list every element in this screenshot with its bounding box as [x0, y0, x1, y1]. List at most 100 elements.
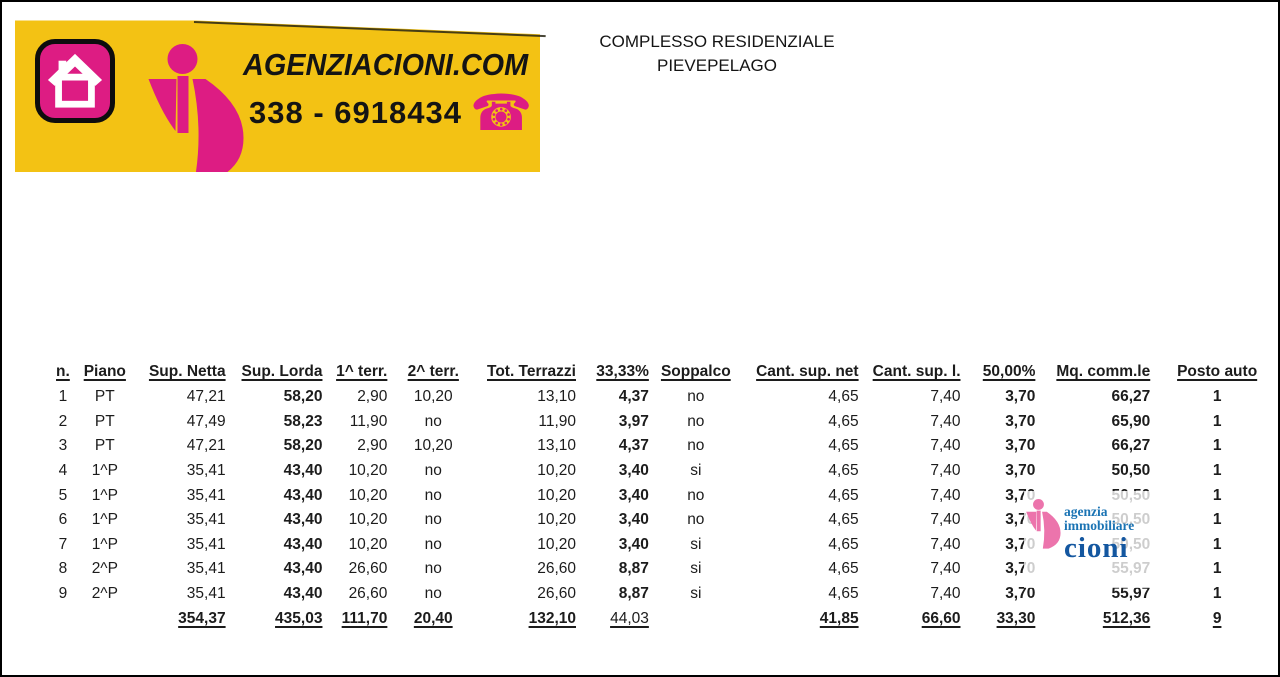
table-row: 5 1^P 35,41 43,40 10,20 no 10,20 3,40 no 4,65 7,40…	[48, 483, 1278, 508]
table-cell: 5	[58, 486, 68, 504]
agency-phone-row: 338 - 6918434 ☎	[249, 88, 532, 138]
table-cell: 7,40	[930, 585, 961, 603]
table-row: 3 PT 47,21 58,20 2,90 10,20 13,10 4,37 no 4,65 7,4…	[48, 434, 1278, 459]
table-cell: 26,60	[537, 585, 576, 603]
table-cell: no	[687, 511, 705, 529]
table-cell: 4,37	[618, 437, 649, 455]
table-cell: 3,70	[1005, 412, 1036, 430]
table-cell: 2,90	[357, 437, 388, 455]
surfaces-table: n. Piano Sup. Netta Sup. Lorda 1^ terr. 2^ te…	[48, 359, 1278, 631]
table-cell: no	[687, 486, 705, 504]
table-cell: 43,40	[283, 486, 323, 504]
table-cell: no	[424, 412, 442, 430]
table-cell: 2	[58, 412, 68, 430]
table-cell: 58,20	[283, 388, 323, 406]
table-cell: 20,40	[413, 609, 453, 627]
table-cell: 10,20	[413, 437, 453, 455]
table-cell: 65,90	[1111, 412, 1151, 430]
column-header: Mq. comm.le	[1056, 363, 1151, 380]
table-cell: 132,10	[528, 609, 576, 627]
table-cell: 1^P	[91, 535, 118, 553]
table-cell: 10,20	[537, 511, 576, 529]
column-header: n.	[56, 363, 70, 380]
table-cell: 3	[58, 437, 68, 455]
table-cell: 4,65	[828, 585, 859, 603]
table-cell: 1	[1212, 486, 1222, 504]
table-cell: 10,20	[348, 535, 388, 553]
table-cell: 4,65	[828, 462, 859, 480]
table-cell: 10,20	[537, 462, 576, 480]
house-icon	[35, 39, 115, 123]
table-cell: 1	[1212, 462, 1222, 480]
table-cell: 111,70	[341, 609, 388, 627]
table-cell: 55,97	[1111, 585, 1151, 603]
table-cell: 47,21	[186, 437, 226, 455]
table-cell: 10,20	[537, 535, 576, 553]
table-cell: 7,40	[930, 412, 961, 430]
table-row: 2 PT 47,49 58,23 11,90 no 11,90 3,97 no 4,65 7,40 3…	[48, 410, 1278, 435]
column-header: Sup. Netta	[148, 363, 226, 380]
table-cell: 3,70	[1005, 585, 1036, 603]
table-cell: 4,65	[828, 535, 859, 553]
table-cell: PT	[94, 412, 115, 430]
table-cell: 58,23	[283, 412, 323, 430]
table-cell: 2^P	[91, 560, 118, 578]
table-cell: 43,40	[283, 462, 323, 480]
table-cell: 9	[1212, 609, 1222, 627]
table-cell: 7,40	[930, 486, 961, 504]
table-cell: 13,10	[537, 388, 576, 406]
table-cell: 35,41	[186, 535, 226, 553]
table-cell: 7,40	[930, 437, 961, 455]
table-cell: 1	[1212, 535, 1222, 553]
table-cell: no	[687, 412, 705, 430]
table-cell: 1	[1212, 585, 1222, 603]
document-title: COMPLESSO RESIDENZIALE PIEVEPELAGO	[562, 30, 872, 78]
agency-banner: AGENZIACIONI.COM 338 - 6918434 ☎	[15, 20, 540, 172]
column-header: Tot. Terrazzi	[487, 363, 576, 380]
table-cell	[78, 606, 132, 631]
table-cell: 4,65	[828, 437, 859, 455]
table-cell: 4,65	[828, 511, 859, 529]
table-cell: 4,65	[828, 560, 859, 578]
table-cell: 4,65	[828, 486, 859, 504]
column-header: Piano	[83, 363, 126, 380]
table-cell: no	[687, 388, 705, 406]
table-cell: 35,41	[186, 560, 226, 578]
table-cell: 10,20	[348, 511, 388, 529]
table-cell: 35,41	[186, 511, 226, 529]
table-cell: 3,70	[1005, 388, 1036, 406]
table-cell	[655, 606, 737, 631]
table-cell: 8	[58, 560, 68, 578]
table-cell: 1^P	[91, 462, 118, 480]
watermark-figure-icon	[1026, 499, 1061, 549]
table-cell: 6	[58, 511, 68, 529]
table-row: 9 2^P 35,41 43,40 26,60 no 26,60 8,87 si 4,65 7,40…	[48, 582, 1278, 607]
table-cell: 11,90	[538, 412, 576, 430]
table-cell: 58,20	[283, 437, 323, 455]
table-cell: PT	[94, 388, 115, 406]
table-cell: 43,40	[283, 560, 323, 578]
watermark-word-immobiliare: immobiliare	[1064, 518, 1135, 533]
table-cell: 47,21	[186, 388, 226, 406]
table-cell: no	[424, 560, 442, 578]
column-header: 50,00%	[982, 363, 1036, 380]
table-cell: 26,60	[348, 560, 388, 578]
table-cell: 1^P	[91, 511, 118, 529]
agency-website: AGENZIACIONI.COM	[243, 47, 529, 82]
column-header: Soppalco	[660, 363, 731, 380]
table-cell: 35,41	[186, 585, 226, 603]
table-cell: no	[424, 462, 442, 480]
table-cell: 2,90	[357, 388, 388, 406]
table-cell: 7,40	[930, 388, 961, 406]
header-row: n. Piano Sup. Netta Sup. Lorda 1^ terr. 2^ te…	[48, 359, 1278, 385]
table-cell: 9	[58, 585, 68, 603]
table-cell: no	[424, 535, 442, 553]
table-cell: 7,40	[930, 511, 961, 529]
table-cell: 4,65	[828, 412, 859, 430]
table-cell: 3,70	[1005, 462, 1036, 480]
table-cell: 4,65	[828, 388, 859, 406]
table-cell: 47,49	[186, 412, 226, 430]
table-cell: 8,87	[618, 560, 649, 578]
table-cell: 3,40	[618, 511, 649, 529]
